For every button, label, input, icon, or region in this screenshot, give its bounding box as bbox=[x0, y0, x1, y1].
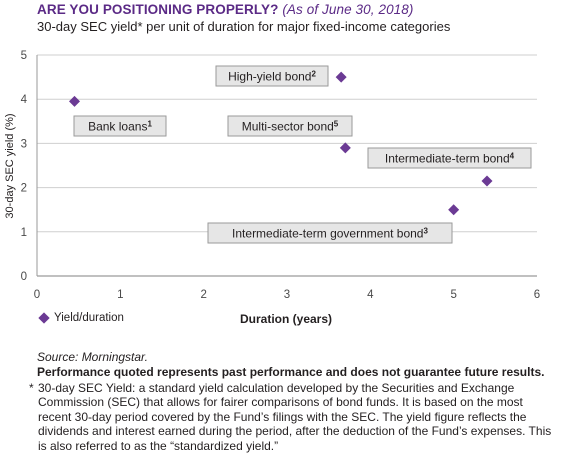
y-tick-label: 4 bbox=[21, 94, 28, 106]
y-axis-label: 30-day SEC yield (%) bbox=[4, 113, 16, 218]
diamond-marker-icon bbox=[38, 312, 50, 324]
y-axis-ticks: 0 1 2 3 4 5 bbox=[21, 50, 28, 283]
x-tick-label: 2 bbox=[200, 289, 206, 301]
title-as-of-date: (As of June 30, 2018) bbox=[282, 2, 414, 17]
y-tick-label: 5 bbox=[21, 50, 27, 62]
data-point-diamond bbox=[335, 71, 347, 83]
performance-disclaimer: Performance quoted represents past perfo… bbox=[37, 365, 545, 379]
point-label: Intermediate-term bond bbox=[385, 152, 510, 166]
annotation-label: High-yield bond2 bbox=[228, 70, 316, 84]
scatter-chart: 0 1 2 3 4 5 0 1 2 3 4 5 6 30-day SEC yield (%) Bank… bbox=[4, 50, 540, 301]
x-tick-label: 1 bbox=[117, 289, 123, 301]
point-label: Multi-sector bond bbox=[242, 120, 334, 134]
annotation-box bbox=[215, 65, 329, 87]
footnote-mark: * bbox=[29, 381, 34, 395]
sec-yield-footnote: * 30-day SEC Yield: a standard yield cal… bbox=[29, 381, 559, 453]
x-tick-label: 6 bbox=[534, 289, 540, 301]
annotation-box bbox=[227, 115, 353, 137]
annotation-label: Intermediate-term bond4 bbox=[385, 152, 515, 166]
chart-legend: Yield/duration bbox=[38, 312, 124, 324]
data-point-diamond bbox=[481, 175, 493, 187]
y-tick-label: 2 bbox=[21, 183, 27, 195]
chart-title: ARE YOU POSITIONING PROPERLY? (As of Jun… bbox=[37, 2, 414, 17]
point-label: Intermediate-term government bond bbox=[232, 227, 423, 241]
footnote-superscript: 1 bbox=[147, 120, 152, 129]
annotation-box bbox=[207, 222, 453, 244]
title-main: ARE YOU POSITIONING PROPERLY? bbox=[37, 2, 279, 17]
x-axis-label: Duration (years) bbox=[240, 312, 333, 326]
point-label: Bank loans bbox=[88, 120, 147, 134]
x-tick-label: 4 bbox=[367, 289, 374, 301]
point-label: High-yield bond bbox=[228, 70, 311, 84]
y-tick-label: 0 bbox=[21, 271, 27, 283]
point-annotations: Bank loans1 High-yield bond2 Intermediate-… bbox=[73, 65, 532, 244]
data-point-diamond bbox=[339, 142, 351, 154]
footnote-superscript: 5 bbox=[334, 120, 339, 129]
y-tick-label: 1 bbox=[21, 227, 27, 239]
annotation-label: Intermediate-term government bond3 bbox=[232, 227, 428, 241]
annotation-label: Multi-sector bond5 bbox=[242, 120, 339, 134]
x-tick-label: 0 bbox=[34, 289, 40, 301]
footnote-superscript: 3 bbox=[423, 227, 428, 236]
source-note: Source: Morningstar. bbox=[37, 350, 148, 364]
legend-label: Yield/duration bbox=[54, 312, 124, 324]
x-axis-ticks: 0 1 2 3 4 5 6 bbox=[34, 289, 540, 301]
annotation-box bbox=[73, 115, 167, 137]
x-tick-label: 3 bbox=[284, 289, 290, 301]
data-point-diamond bbox=[448, 204, 460, 216]
footnote-superscript: 4 bbox=[510, 152, 515, 161]
chart-subtitle: 30-day SEC yield* per unit of duration f… bbox=[37, 19, 451, 34]
x-tick-label: 5 bbox=[450, 289, 456, 301]
annotation-label: Bank loans1 bbox=[88, 120, 152, 134]
y-tick-label: 3 bbox=[21, 138, 27, 150]
footnote-superscript: 2 bbox=[311, 70, 316, 79]
data-point-diamond bbox=[69, 95, 80, 107]
data-points bbox=[69, 71, 493, 216]
footnote-text: 30-day SEC Yield: a standard yield calcu… bbox=[38, 381, 552, 453]
annotation-box bbox=[367, 147, 532, 169]
